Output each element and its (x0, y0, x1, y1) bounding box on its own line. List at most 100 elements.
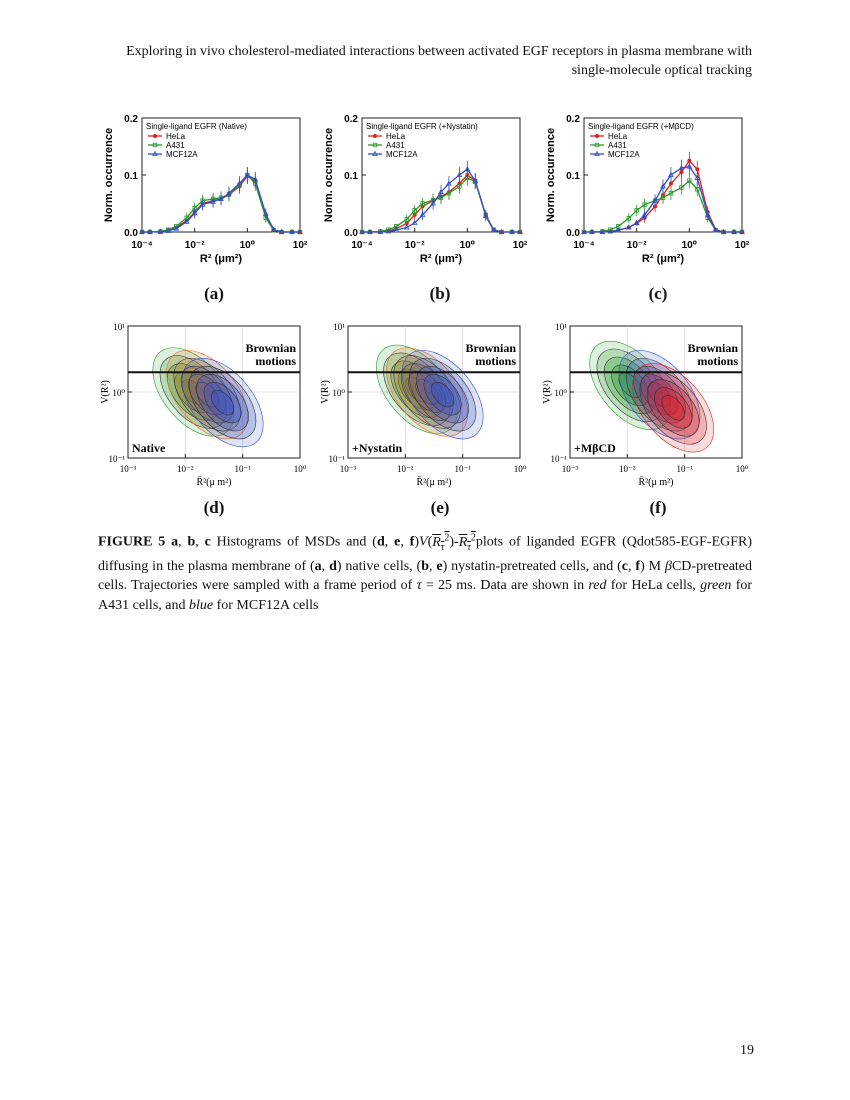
y-tick-label: 0.0 (124, 228, 138, 239)
panel-label-f: (f) (649, 498, 667, 517)
density-panel-d: Brownian motions Native 10¹ 10⁰ 10⁻¹ V(R̄²) 10⁻… (100, 316, 312, 498)
brownian-label: motions (475, 354, 516, 368)
data-point (218, 195, 224, 201)
y-tick-label: 10⁻¹ (551, 454, 568, 464)
caption-figure-number: FIGURE 5 (98, 534, 166, 550)
panel-label-e: (e) (430, 498, 450, 517)
x-tick-label: 10⁻² (397, 464, 414, 474)
legend-marker (372, 142, 378, 148)
data-point (147, 228, 153, 234)
legend-label: HeLa (166, 132, 186, 141)
contour-level (210, 389, 235, 416)
x-tick-label: 10² (735, 240, 750, 251)
legend-marker (153, 134, 157, 138)
data-point (720, 228, 727, 234)
condition-label: +Nystatin (352, 441, 403, 455)
y-tick-label: 10¹ (333, 322, 345, 332)
x-tick-label: 10⁻² (619, 464, 636, 474)
data-point (183, 218, 190, 224)
legend-label: A431 (386, 141, 405, 150)
y-axis-label: V(R̄²) (542, 380, 553, 404)
brownian-label: Brownian (688, 341, 739, 355)
y-axis-label: Norm. occurrence (323, 128, 335, 222)
data-point (660, 183, 666, 189)
legend-label: MCF12A (386, 150, 418, 159)
y-tick-label: 10⁰ (112, 388, 125, 398)
y-tick-label: 0.1 (566, 171, 580, 182)
data-point (509, 228, 515, 234)
data-point (633, 219, 640, 225)
data-point (615, 227, 622, 233)
y-tick-label: 10⁻¹ (329, 454, 346, 464)
x-tick-label: 10⁻² (185, 240, 205, 251)
legend-marker (373, 134, 377, 138)
contour-level (397, 368, 436, 411)
data-point (191, 209, 198, 216)
header-line-2: single-molecule optical tracking (571, 63, 752, 78)
data-point (446, 191, 452, 196)
x-tick-label: 10⁰ (460, 240, 476, 251)
x-tick-label: 10⁻¹ (234, 464, 251, 474)
x-tick-label: 10⁻² (177, 464, 194, 474)
data-point (289, 228, 295, 234)
data-point (498, 228, 505, 234)
data-point (419, 211, 426, 217)
contour-level (646, 379, 700, 437)
data-point (694, 174, 701, 180)
contour-level (654, 387, 693, 429)
legend-label: MCF12A (166, 150, 198, 159)
legend-marker (595, 134, 599, 138)
x-tick-label: 10⁻² (405, 240, 425, 251)
legend-label: HeLa (608, 132, 628, 141)
x-axis-label: R̄²(μ m²) (417, 476, 452, 488)
data-point (642, 202, 647, 207)
panel-label-a: (a) (204, 284, 224, 303)
data-point (625, 224, 632, 230)
density-panel-e: Brownian motions +Nystatin 10¹ 10⁰ 10⁻¹ V(R̄²)… (320, 316, 532, 498)
header-line-1: Exploring in vivo cholesterol-mediated i… (126, 44, 752, 59)
data-point (157, 228, 164, 234)
data-point (438, 188, 444, 195)
x-tick-label: 10⁻³ (340, 464, 357, 474)
contour-level (189, 365, 257, 440)
data-point (278, 228, 285, 234)
legend-marker (594, 150, 600, 156)
x-tick-label: 10² (513, 240, 528, 251)
data-point (367, 228, 373, 234)
contour-level (167, 363, 220, 421)
data-point (244, 171, 251, 177)
x-axis-label: R̄²(μ m²) (639, 476, 674, 488)
data-point (420, 201, 425, 206)
y-tick-label: 0.1 (124, 171, 138, 182)
running-header: Exploring in vivo cholesterol-mediated i… (92, 42, 752, 80)
data-point (686, 163, 693, 169)
legend-label: HeLa (386, 132, 406, 141)
data-point (270, 226, 277, 232)
data-point (262, 210, 269, 216)
legend-label: A431 (166, 141, 185, 150)
contour-level (405, 376, 429, 403)
panel-label-d: (d) (203, 498, 225, 517)
data-point (668, 171, 674, 177)
x-axis-label: R² (μm²) (642, 253, 685, 265)
data-point (359, 228, 365, 234)
data-point (581, 228, 587, 234)
page-number: 19 (740, 1043, 754, 1058)
contour-level (647, 381, 672, 408)
data-point (599, 228, 606, 234)
x-axis-label: R² (μm²) (200, 253, 243, 265)
data-point (678, 164, 685, 171)
y-tick-label: 10⁰ (554, 388, 567, 398)
contour-level (196, 373, 249, 432)
y-tick-label: 0.0 (566, 228, 580, 239)
data-point (668, 191, 674, 196)
y-tick-label: 10⁰ (332, 388, 345, 398)
contour-level (409, 358, 477, 432)
contour-level (416, 366, 469, 424)
data-point (446, 180, 452, 186)
y-tick-label: 10¹ (113, 322, 125, 332)
y-axis-label: V(R̄²) (320, 380, 331, 404)
data-point (626, 216, 631, 221)
data-point (739, 228, 745, 234)
contour-level (195, 381, 219, 408)
